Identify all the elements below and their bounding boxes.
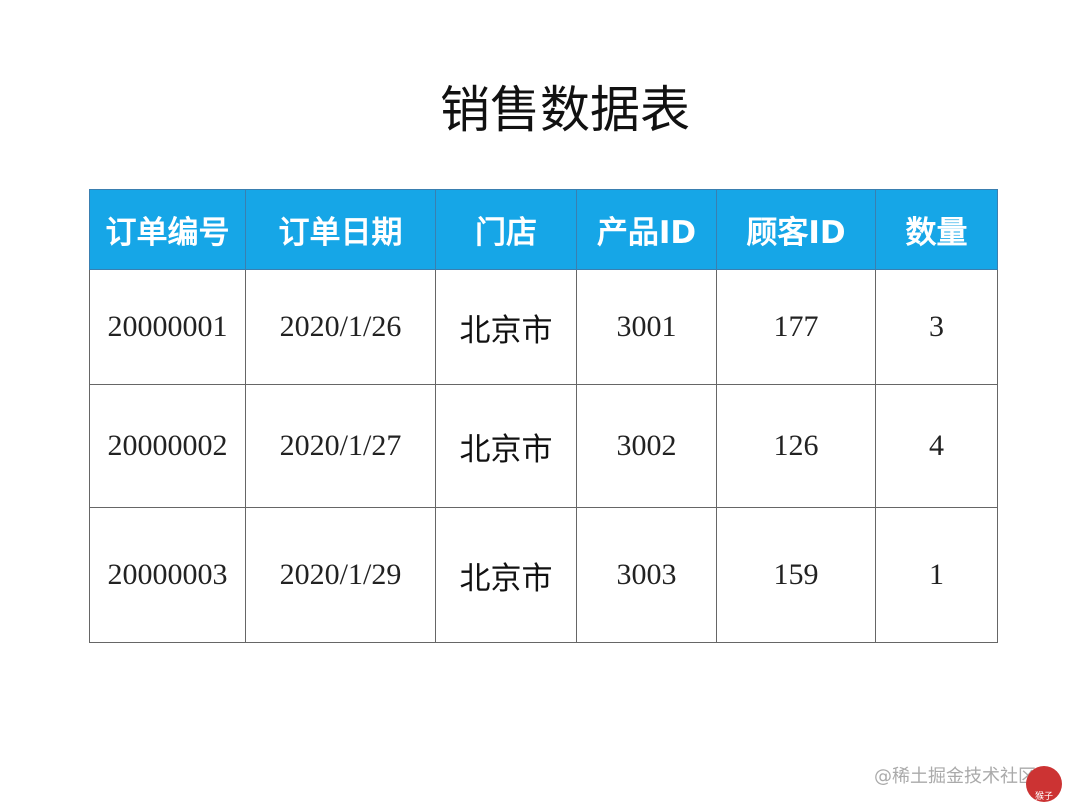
table-cell: 2020/1/29 xyxy=(245,507,436,643)
table-cell: 177 xyxy=(716,269,876,385)
table-cell: 1 xyxy=(875,507,998,643)
table-cell: 北京市 xyxy=(435,507,577,643)
header-row: 订单编号 订单日期 门店 产品ID 顾客ID 数量 xyxy=(89,189,998,270)
title: 销售数据表 xyxy=(440,81,690,139)
column-header: 产品ID xyxy=(576,189,717,270)
column-header: 门店 xyxy=(435,189,577,270)
table-cell: 20000003 xyxy=(89,507,246,643)
table-row: 20000002 2020/1/27 北京市 3002 126 4 xyxy=(89,384,998,508)
table-cell: 3003 xyxy=(576,507,717,643)
table-cell: 20000001 xyxy=(89,269,246,385)
table-row: 20000003 2020/1/29 北京市 3003 159 1 xyxy=(89,507,998,643)
column-header: 订单日期 xyxy=(245,189,436,270)
column-header: 订单编号 xyxy=(89,189,246,270)
table-cell: 3001 xyxy=(576,269,717,385)
table-cell: 北京市 xyxy=(435,269,577,385)
table-cell: 2020/1/27 xyxy=(245,384,436,508)
table-cell: 159 xyxy=(716,507,876,643)
table-cell: 126 xyxy=(716,384,876,508)
watermark: @稀土掘金技术社区 xyxy=(874,766,1036,787)
logo: 猴子 xyxy=(1026,766,1062,802)
table-cell: 4 xyxy=(875,384,998,508)
table-row: 20000001 2020/1/26 北京市 3001 177 3 xyxy=(89,269,998,385)
table-cell: 3002 xyxy=(576,384,717,508)
table-cell: 20000002 xyxy=(89,384,246,508)
table-body: 20000001 2020/1/26 北京市 3001 177 3 20000002 2020… xyxy=(89,269,998,643)
table-cell: 3 xyxy=(875,269,998,385)
column-header: 顾客ID xyxy=(716,189,876,270)
table-cell: 北京市 xyxy=(435,384,577,508)
sales-table: 订单编号 订单日期 门店 产品ID 顾客ID 数量 20000001 2020/1/26 北京… xyxy=(89,189,998,643)
column-header: 数量 xyxy=(875,189,998,270)
table-cell: 2020/1/26 xyxy=(245,269,436,385)
